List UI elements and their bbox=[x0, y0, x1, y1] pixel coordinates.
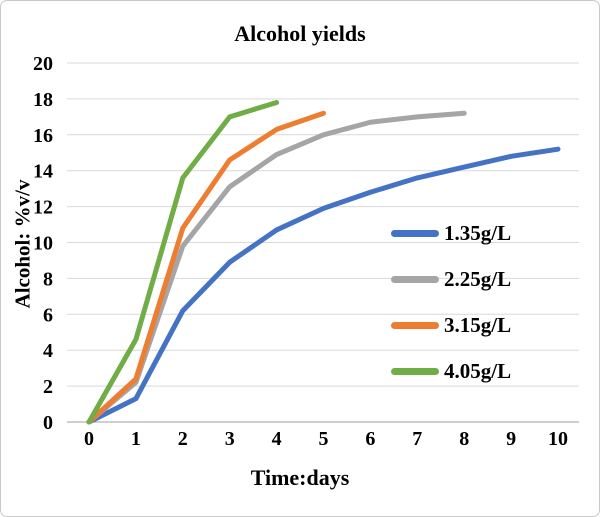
y-tick-label: 10 bbox=[33, 233, 53, 255]
legend-label: 3.15g/L bbox=[444, 312, 512, 337]
x-tick-label: 10 bbox=[548, 428, 568, 450]
series-line bbox=[86, 110, 326, 425]
x-axis-title: Time:days bbox=[250, 465, 350, 490]
x-tick-label: 4 bbox=[272, 428, 282, 450]
legend-item: 4.05g/L bbox=[391, 359, 561, 383]
legend-item: 1.35g/L bbox=[391, 221, 561, 245]
legend-swatch bbox=[391, 275, 439, 283]
legend-item: 2.25g/L bbox=[391, 267, 561, 291]
legend-label: 2.25g/L bbox=[444, 266, 512, 291]
x-tick-label: 8 bbox=[459, 428, 469, 450]
legend-swatch bbox=[391, 229, 439, 237]
x-tick-label: 5 bbox=[319, 428, 329, 450]
y-tick-label: 8 bbox=[43, 268, 53, 290]
y-tick-label: 6 bbox=[43, 304, 53, 326]
series-line bbox=[86, 99, 280, 425]
y-tick-label: 14 bbox=[33, 161, 53, 183]
y-tick-label: 0 bbox=[43, 412, 53, 434]
legend-swatch bbox=[391, 321, 439, 329]
y-tick-label: 4 bbox=[43, 340, 53, 362]
y-tick-label: 2 bbox=[43, 376, 53, 398]
chart-title: Alcohol yields bbox=[234, 21, 366, 46]
y-tick-label: 12 bbox=[33, 197, 53, 219]
x-tick-label: 9 bbox=[506, 428, 516, 450]
legend-label: 1.35g/L bbox=[444, 220, 512, 245]
x-tick-label: 2 bbox=[178, 428, 188, 450]
x-tick-label: 1 bbox=[131, 428, 141, 450]
y-tick-label: 20 bbox=[33, 53, 53, 75]
x-tick-label: 3 bbox=[225, 428, 235, 450]
legend-swatch bbox=[391, 367, 439, 375]
legend-label: 4.05g/L bbox=[444, 358, 512, 383]
x-tick-label: 6 bbox=[365, 428, 375, 450]
legend-item: 3.15g/L bbox=[391, 313, 561, 337]
x-tick-label: 7 bbox=[412, 428, 422, 450]
y-tick-label: 16 bbox=[33, 125, 53, 147]
series-line bbox=[86, 146, 561, 425]
x-tick-label: 0 bbox=[84, 428, 94, 450]
legend: 1.35g/L 2.25g/L 3.15g/L 4.05g/L bbox=[391, 221, 561, 405]
y-tick-label: 18 bbox=[33, 89, 53, 111]
